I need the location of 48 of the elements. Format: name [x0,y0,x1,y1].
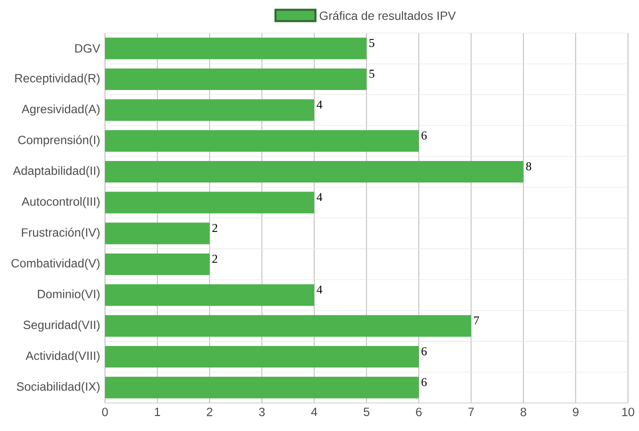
x-tick-label: 3 [259,408,265,416]
y-tick-label: Comprensión(I) [18,135,100,147]
x-tick-label: 8 [520,408,526,416]
bar [105,315,472,337]
bar [105,130,419,152]
data-label: 6 [422,378,427,386]
bar [105,38,367,60]
data-label: 4 [316,100,322,109]
bar [105,284,314,306]
y-tick-label: Actividad(VIII) [26,351,100,362]
legend-label: Gráfica de resultados IPV [320,11,456,20]
data-label: 8 [526,162,532,170]
x-tick-label: 2 [206,408,212,416]
x-tick-label: 9 [572,408,578,416]
x-tick-label: 5 [364,408,370,416]
bar [105,192,314,214]
bar [105,346,419,368]
data-label: 4 [316,286,322,294]
data-label: 6 [422,347,427,356]
data-label: 2 [212,254,218,263]
bar [105,68,367,90]
y-tick-label: Dominio(VI) [38,289,100,301]
x-tick-label: 4 [311,408,318,416]
x-tick-label: 10 [622,408,634,416]
y-tick-label: Agresividad(A) [22,104,100,116]
x-tick-label: 6 [416,408,422,416]
y-tick-label: Combatividad(V) [12,258,100,270]
bar [105,99,314,121]
bar [105,253,210,276]
x-tick-label: 1 [154,408,160,416]
bar [105,160,524,183]
bar [105,376,419,398]
y-tick-label: Autocontrol(III) [22,196,100,208]
y-tick-label: Receptividad(R) [15,74,100,85]
x-tick-label: 7 [468,408,474,416]
y-tick-label: Frustración(IV) [22,228,100,240]
data-label: 6 [422,131,427,140]
data-label: 5 [369,70,374,78]
data-label: 5 [369,38,374,47]
x-tick-label: 0 [102,408,108,416]
y-tick-label: Seguridad(VII) [23,320,100,332]
y-tick-label: Adaptabilidad(II) [12,166,100,178]
data-label: 2 [212,224,218,232]
bar [105,222,210,244]
data-label: 4 [316,193,322,202]
data-label: 7 [474,316,480,324]
y-tick-label: Sociabilidad(IX) [16,382,100,394]
y-tick-label: DGV [75,44,100,53]
